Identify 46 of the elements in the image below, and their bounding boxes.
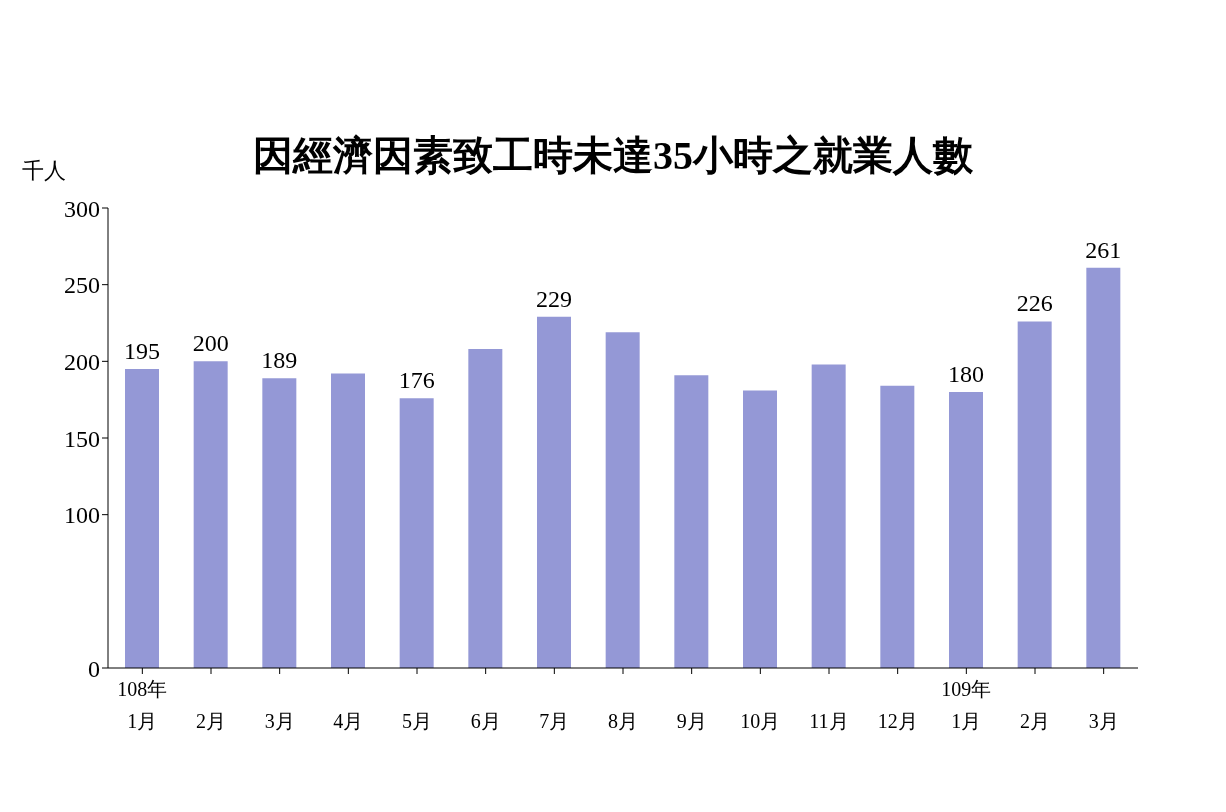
bar (811, 364, 846, 668)
x-tick-label: 2月 (1020, 710, 1050, 732)
bar (468, 349, 503, 668)
data-label: 189 (261, 347, 298, 374)
x-tick-label: 6月 (470, 710, 501, 732)
data-label: 195 (124, 338, 160, 364)
y-tick-label: 250 (64, 272, 100, 299)
data-label: 180 (948, 361, 984, 387)
x-tick-label: 8月 (608, 710, 638, 732)
y-axis-title: 千人 (22, 157, 66, 185)
data-label: 229 (536, 285, 572, 312)
x-tick-label: 3月 (1088, 710, 1119, 732)
x-tick-label: 2月 (196, 710, 226, 732)
data-label: 261 (1085, 236, 1122, 263)
bar (331, 373, 365, 668)
bar (605, 332, 640, 668)
x-tick-label: 11月 (809, 710, 849, 732)
y-tick-label: 100 (64, 502, 100, 529)
bar (1017, 321, 1052, 668)
x-tick-label: 4月 (333, 710, 364, 732)
bar (880, 385, 915, 668)
data-label: 176 (398, 367, 435, 394)
bar (949, 392, 983, 668)
data-label: 226 (1016, 290, 1053, 317)
bar (743, 390, 777, 668)
x-tick-label: 109年 1月 (941, 678, 992, 732)
x-tick-label: 12月 (877, 710, 918, 732)
bar (674, 375, 709, 668)
x-tick-label: 7月 (539, 710, 570, 732)
y-tick-label: 300 (64, 195, 100, 222)
data-label: 200 (192, 330, 229, 357)
chart-title: 因經濟因素致工時未達35小時之就業人數 (253, 133, 973, 178)
y-tick-label: 150 (64, 425, 100, 452)
bar (399, 398, 434, 668)
x-tick-label: 3月 (264, 710, 295, 732)
bar (262, 378, 297, 668)
x-tick-label: 9月 (676, 710, 707, 732)
x-tick-label: 108年 1月 (117, 678, 168, 732)
x-tick-label: 5月 (402, 710, 432, 732)
bar (125, 369, 159, 668)
y-tick-label: 0 (88, 655, 100, 682)
y-tick-label: 200 (64, 348, 100, 375)
x-tick-label: 10月 (740, 710, 781, 732)
bar (537, 316, 571, 668)
bar (1086, 267, 1121, 668)
bar (193, 361, 228, 668)
